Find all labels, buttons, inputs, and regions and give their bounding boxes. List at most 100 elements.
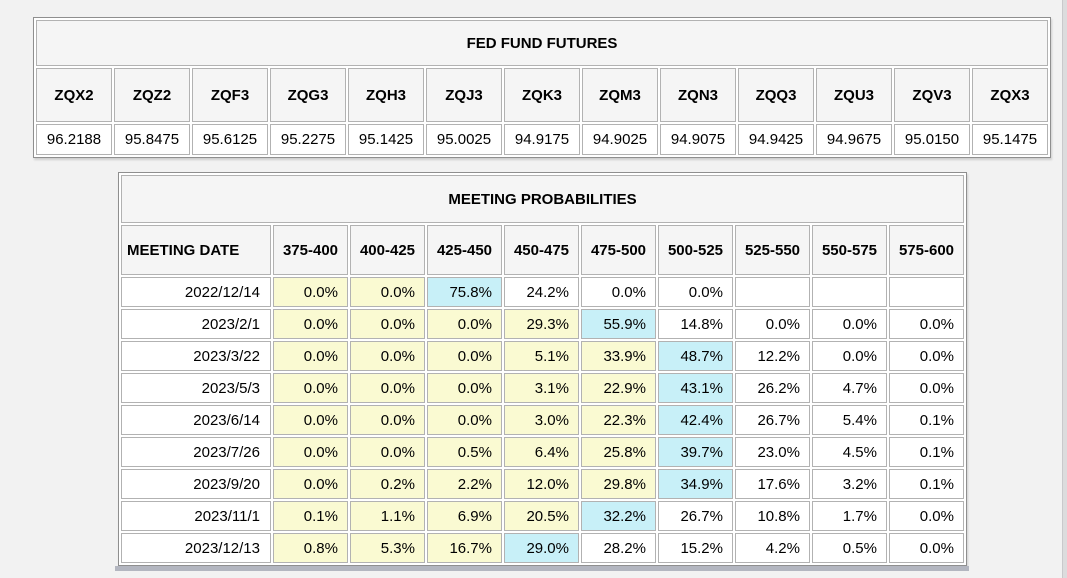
- probability-cell: [889, 277, 964, 307]
- probability-cell: 16.7%: [427, 533, 502, 563]
- probability-cell: 0.0%: [889, 309, 964, 339]
- probability-cell: 0.0%: [273, 469, 348, 499]
- futures-price-value: 95.2275: [270, 124, 346, 155]
- futures-price-value: 95.0150: [894, 124, 970, 155]
- futures-title-row: FED FUND FUTURES: [36, 20, 1048, 66]
- futures-header-row: ZQX2 ZQZ2 ZQF3 ZQG3 ZQH3 ZQJ3 ZQK3 ZQM3 ZQN3 ZQQ3…: [36, 68, 1048, 122]
- prob-table-body: MEETING PROBABILITIES MEETING DATE 375-4…: [121, 175, 964, 563]
- probability-cell: 20.5%: [504, 501, 579, 531]
- meeting-row: 2023/3/22 0.0% 0.0% 0.0% 5.1% 33.9% 48.7% 12.2%…: [121, 341, 964, 371]
- probability-cell: 55.9%: [581, 309, 656, 339]
- probability-cell: 0.0%: [273, 277, 348, 307]
- meeting-date-header: MEETING DATE: [121, 225, 271, 275]
- probability-cell: 1.1%: [350, 501, 425, 531]
- probability-cell: 23.0%: [735, 437, 810, 467]
- probability-cell: 0.1%: [273, 501, 348, 531]
- probability-cell: 0.0%: [889, 341, 964, 371]
- prob-title-row: MEETING PROBABILITIES: [121, 175, 964, 223]
- meeting-date-cell: 2023/7/26: [121, 437, 271, 467]
- probability-cell: 4.5%: [812, 437, 887, 467]
- probability-cell: 4.2%: [735, 533, 810, 563]
- probability-cell: 75.8%: [427, 277, 502, 307]
- probability-cell: 12.2%: [735, 341, 810, 371]
- meeting-date-cell: 2023/9/20: [121, 469, 271, 499]
- probability-cell: 24.2%: [504, 277, 579, 307]
- probability-cell: 32.2%: [581, 501, 656, 531]
- futures-contract-header: ZQQ3: [738, 68, 814, 122]
- probability-cell: 25.8%: [581, 437, 656, 467]
- probability-cell: 3.1%: [504, 373, 579, 403]
- table-bottom-bar: [115, 566, 969, 571]
- probability-cell: 33.9%: [581, 341, 656, 371]
- probability-cell: 4.7%: [812, 373, 887, 403]
- probability-cell: [812, 277, 887, 307]
- probabilities-table-title: MEETING PROBABILITIES: [121, 175, 964, 223]
- probability-cell: 0.1%: [889, 437, 964, 467]
- probability-cell: 0.0%: [350, 437, 425, 467]
- probability-cell: 0.5%: [427, 437, 502, 467]
- meeting-date-cell: 2023/11/1: [121, 501, 271, 531]
- futures-contract-header: ZQZ2: [114, 68, 190, 122]
- probability-cell: 39.7%: [658, 437, 733, 467]
- futures-contract-header: ZQN3: [660, 68, 736, 122]
- meeting-probabilities-table: MEETING PROBABILITIES MEETING DATE 375-4…: [118, 172, 967, 566]
- probability-cell: [735, 277, 810, 307]
- probability-cell: 0.0%: [889, 501, 964, 531]
- probability-cell: 28.2%: [581, 533, 656, 563]
- probability-cell: 0.0%: [350, 277, 425, 307]
- probability-cell: 3.0%: [504, 405, 579, 435]
- probability-cell: 10.8%: [735, 501, 810, 531]
- probability-cell: 0.0%: [812, 341, 887, 371]
- probability-cell: 48.7%: [658, 341, 733, 371]
- futures-price-value: 95.6125: [192, 124, 268, 155]
- probability-cell: 1.7%: [812, 501, 887, 531]
- probability-cell: 0.0%: [273, 405, 348, 435]
- meeting-row: 2023/5/3 0.0% 0.0% 0.0% 3.1% 22.9% 43.1% 26.2% 4…: [121, 373, 964, 403]
- futures-price-value: 94.9175: [504, 124, 580, 155]
- meeting-date-cell: 2023/6/14: [121, 405, 271, 435]
- probability-cell: 3.2%: [812, 469, 887, 499]
- meeting-row: 2023/9/20 0.0% 0.2% 2.2% 12.0% 29.8% 34.9% 17.6…: [121, 469, 964, 499]
- probability-cell: 15.2%: [658, 533, 733, 563]
- futures-price-value: 94.9075: [660, 124, 736, 155]
- futures-price-value: 95.8475: [114, 124, 190, 155]
- probability-cell: 43.1%: [658, 373, 733, 403]
- rate-range-header: 425-450: [427, 225, 502, 275]
- rate-range-header: 525-550: [735, 225, 810, 275]
- probability-cell: 0.0%: [735, 309, 810, 339]
- futures-table-title: FED FUND FUTURES: [36, 20, 1048, 66]
- prob-header-row: MEETING DATE 375-400 400-425 425-450 450-47…: [121, 225, 964, 275]
- probability-cell: 0.0%: [889, 533, 964, 563]
- probability-cell: 0.0%: [273, 309, 348, 339]
- probability-cell: 0.1%: [889, 469, 964, 499]
- probability-cell: 29.3%: [504, 309, 579, 339]
- probability-cell: 12.0%: [504, 469, 579, 499]
- meeting-date-cell: 2023/12/13: [121, 533, 271, 563]
- probability-cell: 42.4%: [658, 405, 733, 435]
- probability-cell: 0.0%: [273, 373, 348, 403]
- rate-range-header: 550-575: [812, 225, 887, 275]
- futures-contract-header: ZQV3: [894, 68, 970, 122]
- fed-fund-futures-table: FED FUND FUTURES ZQX2 ZQZ2 ZQF3 ZQG3 ZQH3 ZQJ…: [33, 17, 1051, 158]
- rate-range-header: 400-425: [350, 225, 425, 275]
- probability-cell: 0.0%: [350, 405, 425, 435]
- probability-cell: 0.0%: [427, 341, 502, 371]
- meeting-row: 2022/12/14 0.0% 0.0% 75.8% 24.2% 0.0% 0.0%: [121, 277, 964, 307]
- probability-cell: 0.8%: [273, 533, 348, 563]
- futures-price-value: 96.2188: [36, 124, 112, 155]
- rate-range-header: 375-400: [273, 225, 348, 275]
- meeting-row: 2023/11/1 0.1% 1.1% 6.9% 20.5% 32.2% 26.7% 10.8…: [121, 501, 964, 531]
- window-right-edge: [1062, 0, 1067, 578]
- probability-cell: 0.0%: [273, 437, 348, 467]
- meeting-date-cell: 2022/12/14: [121, 277, 271, 307]
- probability-cell: 34.9%: [658, 469, 733, 499]
- probability-cell: 0.0%: [658, 277, 733, 307]
- probability-cell: 0.0%: [889, 373, 964, 403]
- rate-range-header: 475-500: [581, 225, 656, 275]
- probability-cell: 0.0%: [427, 373, 502, 403]
- probability-cell: 0.0%: [581, 277, 656, 307]
- probability-cell: 26.7%: [658, 501, 733, 531]
- probability-cell: 29.8%: [581, 469, 656, 499]
- probability-cell: 5.1%: [504, 341, 579, 371]
- meeting-date-cell: 2023/3/22: [121, 341, 271, 371]
